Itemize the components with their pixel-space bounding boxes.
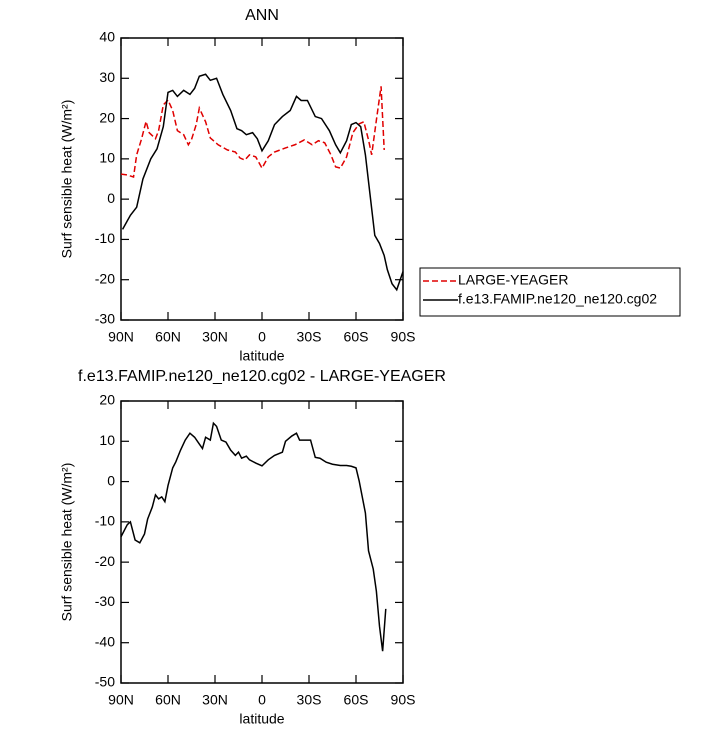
x-tick-label: 0	[258, 329, 266, 345]
y-tick-label: 10	[99, 432, 115, 448]
x-tick-label: 90N	[108, 329, 134, 345]
x-tick-label: 30N	[202, 329, 228, 345]
x-tick-label: 60S	[344, 692, 369, 708]
y-tick-label: 30	[99, 69, 115, 85]
y-tick-label: 10	[99, 150, 115, 166]
x-axis-label: latitude	[239, 711, 284, 727]
y-tick-label: 40	[99, 29, 115, 45]
chart-title: f.e13.FAMIP.ne120_ne120.cg02 - LARGE-YEA…	[78, 368, 446, 385]
y-axis-label: Surf sensible heat (W/m²)	[59, 463, 75, 622]
y-axis-label: Surf sensible heat (W/m²)	[59, 100, 75, 259]
y-tick-label: -30	[95, 593, 115, 609]
y-tick-label: -20	[95, 270, 115, 286]
y-tick-label: -10	[95, 230, 115, 246]
chart-title: ANN	[245, 7, 279, 24]
y-tick-label: -20	[95, 553, 115, 569]
x-tick-label: 60N	[155, 692, 181, 708]
legend-label: LARGE-YEAGER	[458, 272, 568, 288]
y-tick-label: 20	[99, 392, 115, 408]
x-tick-label: 30S	[297, 692, 322, 708]
data-line	[120, 86, 385, 178]
x-tick-label: 60N	[155, 329, 181, 345]
x-tick-label: 30S	[297, 329, 322, 345]
data-line	[120, 421, 387, 652]
plot-frame	[120, 37, 404, 321]
y-tick-label: 0	[107, 190, 115, 206]
y-tick-label: -10	[95, 513, 115, 529]
data-line	[121, 73, 404, 292]
y-tick-label: -40	[95, 633, 115, 649]
x-tick-label: 90S	[391, 329, 416, 345]
x-tick-label: 30N	[202, 692, 228, 708]
y-tick-label: 0	[107, 472, 115, 488]
x-axis-label: latitude	[239, 348, 284, 364]
legend-label: f.e13.FAMIP.ne120_ne120.cg02	[458, 291, 657, 307]
y-tick-label: 20	[99, 109, 115, 125]
x-tick-label: 60S	[344, 329, 369, 345]
y-tick-label: -50	[95, 674, 115, 690]
x-tick-label: 0	[258, 692, 266, 708]
y-tick-label: -30	[95, 311, 115, 327]
legend-box	[419, 267, 681, 317]
x-tick-label: 90N	[108, 692, 134, 708]
x-tick-label: 90S	[391, 692, 416, 708]
plot-frame	[120, 400, 404, 684]
